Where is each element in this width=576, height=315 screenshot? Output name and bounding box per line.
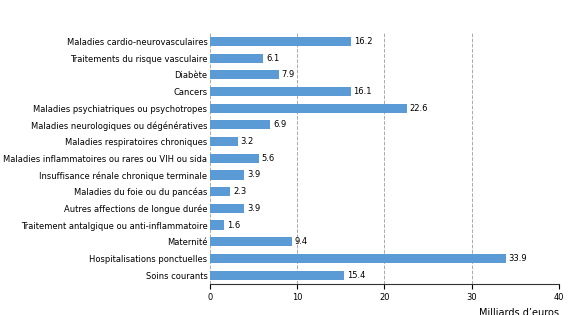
Text: 22.6: 22.6 — [410, 104, 428, 113]
Text: 5.6: 5.6 — [262, 154, 275, 163]
Bar — [210, 37, 351, 46]
Text: 3.9: 3.9 — [247, 204, 260, 213]
Text: 3.2: 3.2 — [241, 137, 254, 146]
Bar — [210, 104, 407, 113]
X-axis label: Milliards d’euros: Milliards d’euros — [479, 308, 559, 315]
Text: 6.9: 6.9 — [273, 120, 286, 129]
Text: 15.4: 15.4 — [347, 271, 365, 280]
Bar — [210, 237, 292, 246]
Bar — [210, 87, 351, 96]
Bar — [210, 271, 344, 280]
Text: 6.1: 6.1 — [266, 54, 279, 63]
Bar — [210, 254, 506, 263]
Bar — [210, 70, 279, 79]
Text: 2.3: 2.3 — [233, 187, 246, 196]
Text: 9.4: 9.4 — [295, 237, 308, 246]
Text: 16.2: 16.2 — [354, 37, 373, 46]
Bar — [210, 120, 270, 129]
Bar — [210, 220, 224, 230]
Text: 33.9: 33.9 — [508, 254, 527, 263]
Text: e II.2.1- Répartition des dépenses d’assurance maladie en 2014 (155 Md€): e II.2.1- Répartition des dépenses d’ass… — [3, 9, 420, 20]
Bar — [210, 137, 238, 146]
Bar — [210, 54, 263, 63]
Text: 3.9: 3.9 — [247, 170, 260, 180]
Bar — [210, 204, 244, 213]
Text: 16.1: 16.1 — [353, 87, 372, 96]
Text: 1.6: 1.6 — [227, 220, 240, 230]
Bar — [210, 154, 259, 163]
Bar — [210, 170, 244, 180]
Bar — [210, 187, 230, 196]
Text: 7.9: 7.9 — [282, 70, 295, 79]
